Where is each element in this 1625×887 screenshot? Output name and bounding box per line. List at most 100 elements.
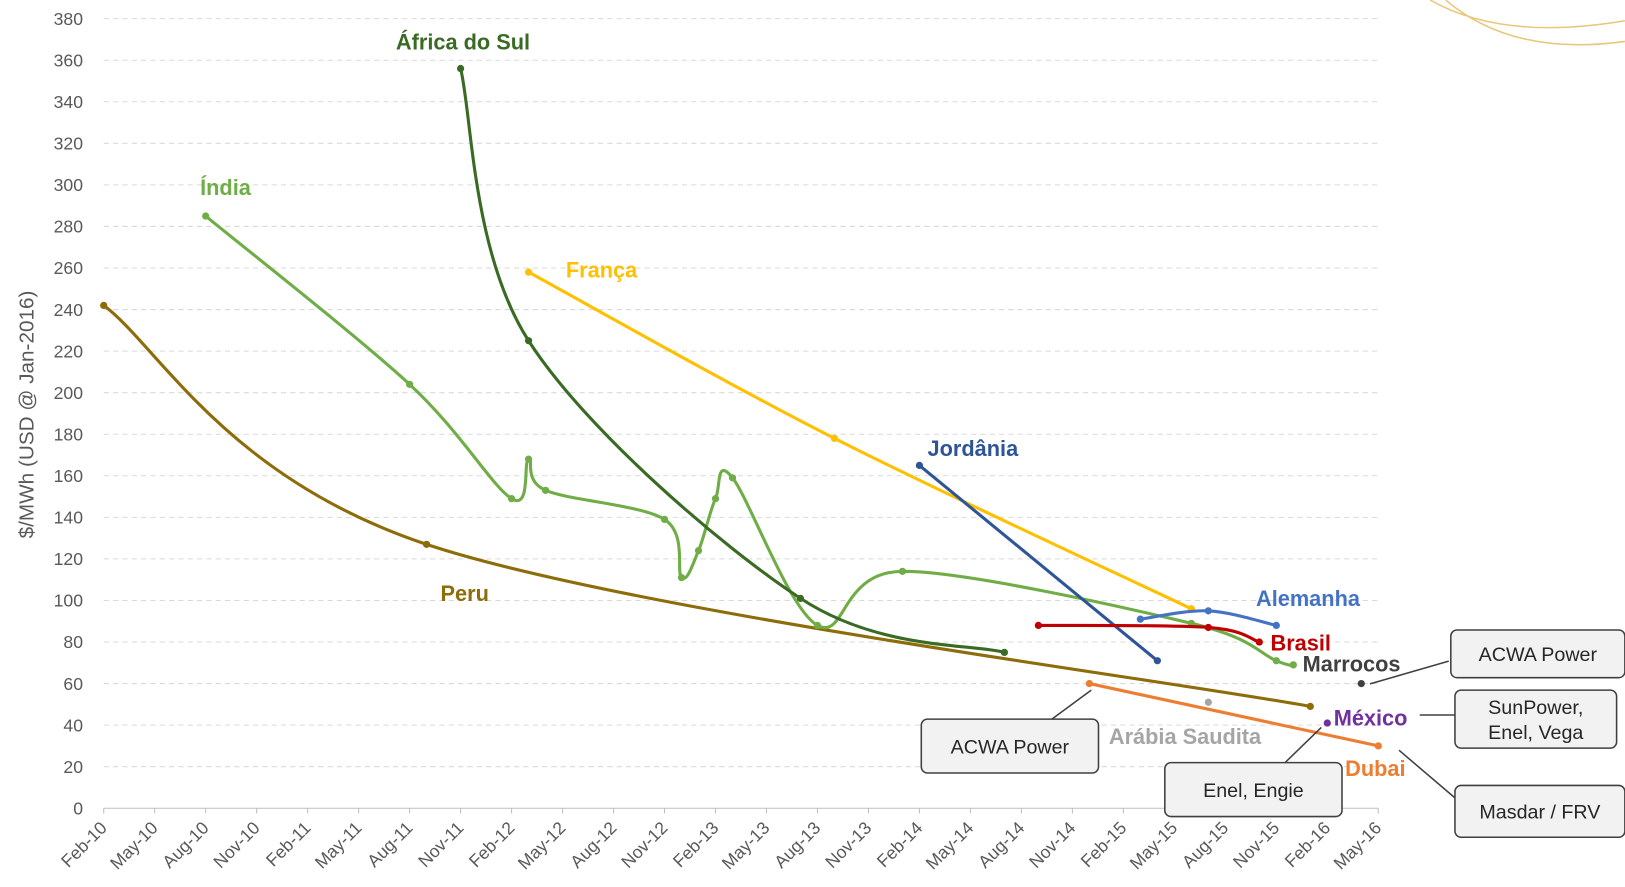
point [1323,719,1331,727]
series-line [918,464,1159,662]
y-tick-label: 160 [54,466,84,486]
point [830,434,839,443]
y-tick-label: 380 [54,9,84,29]
callout-text: Masdar / FRV [1479,802,1601,824]
series-label: Dubai [1345,756,1405,781]
x-tick-label: May-14 [922,818,978,874]
callout-text: ACWA Power [1479,644,1598,666]
y-tick-label: 20 [63,757,83,777]
series-line [1038,623,1260,644]
x-tick-label: Feb-12 [465,818,519,872]
x-tick-label: May-11 [311,818,366,873]
callout-text: Enel, Vega [1488,722,1583,744]
y-tick-label: 280 [54,217,84,237]
x-tick-label: Aug-13 [770,818,824,872]
callout-pointer [1051,689,1092,720]
series-label: Brasil [1271,631,1331,656]
point [1136,615,1144,623]
series-label: França [566,258,638,283]
point [711,495,720,503]
x-tick-label: Feb-14 [873,818,927,872]
series-label: Jordânia [928,436,1020,461]
x-tick-label: Nov-11 [414,818,467,871]
y-tick-label: 120 [54,549,84,569]
point [1000,648,1009,657]
series-line [102,304,1311,708]
y-tick-label: 320 [54,134,84,154]
y-tick-label: 60 [63,674,83,694]
y-tick-label: 340 [54,92,84,112]
decoration [1429,0,1625,46]
x-tick-label: Feb-16 [1281,818,1335,872]
point [524,455,533,463]
point [1255,638,1263,646]
point [524,337,533,345]
callout-text: Enel, Engie [1203,780,1304,802]
point [1374,742,1382,750]
callout-box [1164,761,1343,818]
point [456,64,465,73]
x-tick-label: Nov-13 [821,818,875,872]
series-label: Peru [440,581,488,606]
series-label: Arábia Saudita [1109,724,1262,749]
y-tick-label: 360 [54,50,84,70]
series-label: Índia [200,175,252,200]
x-tick-label: Aug-11 [363,818,416,871]
point [728,474,737,482]
point [405,380,414,388]
x-tick-label: Nov-10 [209,818,263,872]
point [1085,679,1094,688]
point [1306,702,1314,711]
point [422,540,431,548]
point [1153,657,1161,665]
series-line [204,214,1294,667]
callout-text: SunPower, [1488,697,1583,719]
y-tick-label: 220 [54,341,84,361]
x-tick-label: Aug-14 [974,818,1028,872]
point [1272,657,1280,665]
point [677,573,686,582]
y-tick-label: 200 [54,383,84,403]
y-tick-label: 240 [54,300,84,320]
y-tick-label: 300 [54,175,84,195]
x-tick-label: May-10 [106,818,162,874]
x-tick-label: Feb-10 [57,818,111,872]
y-tick-label: 80 [63,632,83,652]
point [1289,661,1297,669]
series-label: Marrocos [1303,651,1401,676]
x-tick-label: May-13 [718,818,774,874]
point [694,546,703,555]
point [915,461,924,470]
callout-pointer [1398,749,1456,799]
y-axis-label: $/MWh (USD @ Jan-2016) [15,291,38,539]
point [813,621,822,630]
x-tick-label: Feb-11 [262,818,315,871]
point [1204,623,1212,632]
point [507,495,516,503]
y-tick-label: 260 [54,258,84,278]
x-tick-label: Aug-12 [566,818,620,872]
y-tick-label: 100 [54,591,84,611]
x-tick-label: Nov-12 [617,818,671,872]
series-line [459,68,1005,654]
y-tick-label: 0 [73,798,83,818]
point [1272,621,1280,630]
callout-pointer [1369,660,1449,685]
series-line [1089,682,1379,748]
point [1204,698,1212,706]
x-tick-label: Nov-15 [1229,818,1283,872]
y-tick-label: 180 [54,424,84,444]
point [1204,607,1212,615]
y-tick-label: 140 [54,508,84,528]
x-tick-label: May-16 [1330,818,1386,874]
callout-box [920,718,1100,774]
series-label: México [1334,705,1408,730]
point [1357,679,1365,688]
point [202,212,210,220]
callout-text: ACWA Power [951,736,1070,758]
x-tick-label: May-15 [1126,818,1182,874]
point [100,301,108,310]
callout-pointer [1284,726,1322,764]
